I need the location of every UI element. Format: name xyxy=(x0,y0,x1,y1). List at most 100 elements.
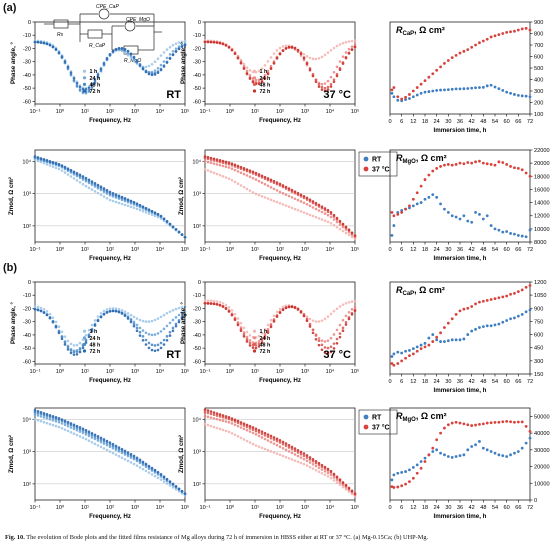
b-phase-rt-point xyxy=(108,310,112,313)
a-zmod-hot-point xyxy=(341,229,345,233)
a-phase-rt-point xyxy=(183,39,187,43)
a-zmod-rt-point xyxy=(54,166,58,170)
b-zmod-hot-point xyxy=(278,453,282,457)
b-zmod-hot-point xyxy=(335,481,339,484)
a-phase-hot-point xyxy=(281,45,285,48)
a-phase-hot-xtick-label: 10⁴ xyxy=(326,108,335,115)
b-phase-hot-point xyxy=(341,329,345,333)
a-rcap-point xyxy=(513,29,516,33)
b-zmod-rt-point xyxy=(105,443,109,447)
a-phase-rt-point xyxy=(156,71,160,75)
b-rmgo-xtick-label: 54 xyxy=(492,505,498,511)
a-zmod-hot-point xyxy=(215,158,219,161)
b-zmod-hot-point xyxy=(314,461,318,465)
b-rmgo-title-sub: MgO xyxy=(403,417,417,423)
b-zmod-hot-point xyxy=(245,439,249,443)
a-rcap-point xyxy=(489,83,493,87)
a-zmod-rt-point xyxy=(48,159,52,163)
b-zmod-hot-point xyxy=(224,415,228,418)
b-phase-hot-point xyxy=(323,346,327,349)
b-rcap-point xyxy=(497,322,501,326)
b-phase-hot-point xyxy=(269,325,273,329)
b-zmod-rt-point xyxy=(81,429,85,432)
a-zmod-rt-point xyxy=(135,207,139,211)
b-phase-rt-point xyxy=(96,315,100,318)
b-zmod-hot-point xyxy=(293,449,297,453)
b-rmgo-ytick-label: 40000 xyxy=(534,431,550,437)
b-zmod-hot-point xyxy=(236,421,240,425)
b-phase-rt-point xyxy=(159,315,163,319)
a-zmod-rt-point xyxy=(36,159,40,163)
a-zmod-rt-point xyxy=(69,175,73,178)
a-zmod-hot-point xyxy=(296,208,300,212)
b-phase-hot-point xyxy=(332,333,336,336)
b-phase-hot-point xyxy=(221,302,225,305)
a-phase-rt-point xyxy=(144,70,148,74)
b-rcap-point xyxy=(404,356,407,360)
a-zmod-hot-point xyxy=(281,192,285,195)
a-rmgo-title-sub: MgO xyxy=(403,159,417,165)
a-phase-hot-point xyxy=(212,40,216,44)
a-phase-hot-point xyxy=(350,48,354,52)
b-zmod-hot-point xyxy=(284,442,288,445)
a-rcap-point xyxy=(408,97,411,100)
panel-label-a: (a) xyxy=(3,2,17,14)
a-zmod-rt-point xyxy=(57,167,61,171)
b-phase-rt-point xyxy=(132,315,136,319)
a-rcap-title: RCaP, Ω cm² xyxy=(396,25,445,37)
a-zmod-hot-point xyxy=(341,225,345,229)
a-phase-hot-point xyxy=(326,51,330,54)
b-rmgo-point xyxy=(489,450,493,453)
a-zmod-rt-point xyxy=(39,157,43,160)
b-phase-rt-point xyxy=(168,310,172,313)
a-zmod-hot-point xyxy=(218,173,222,177)
b-phase-hot-point xyxy=(257,339,261,343)
a-phase-rt-point xyxy=(153,60,157,64)
a-rcap-point xyxy=(408,93,411,96)
b-rmgo-point xyxy=(485,448,489,452)
b-phase-rt-point xyxy=(138,318,142,322)
b-rcap-point xyxy=(450,317,454,321)
b-phase-hot-ytick-label: -50 xyxy=(193,346,201,352)
b-zmod-rt-point xyxy=(156,476,160,480)
b-phase-rt-point xyxy=(96,319,100,323)
b-zmod-rt-xlabel: Frequency, Hz xyxy=(89,513,131,520)
a-phase-hot-point xyxy=(257,82,261,86)
b-rmgo-point xyxy=(423,456,427,460)
b-phase-rt-point xyxy=(129,313,133,317)
b-phase-rt-legend-marker xyxy=(82,336,87,340)
a-zmod-hot-point xyxy=(206,169,210,172)
b-rmgo-point xyxy=(520,420,524,424)
b-zmod-hot-point xyxy=(308,461,312,464)
b-zmod-rt-point xyxy=(36,409,40,413)
a-phase-rt-point xyxy=(75,81,79,85)
b-rcap-point xyxy=(505,319,509,322)
a-phase-hot-point xyxy=(230,48,234,52)
a-phase-rt-point xyxy=(93,78,97,82)
b-zmod-rt-point xyxy=(120,456,124,460)
a-zmod-hot-point xyxy=(218,163,222,167)
a-rmgo-point xyxy=(466,161,470,164)
b-phase-hot-point xyxy=(251,346,255,349)
b-zmod-rt-point xyxy=(123,453,127,456)
a-rcap-point xyxy=(443,62,446,65)
b-zmod-rt-point xyxy=(66,424,70,428)
a-rmgo-ytick-label: 12000 xyxy=(534,214,550,220)
a-rcap-point xyxy=(493,34,497,38)
a-zmod-rt-ytick-label: 10² xyxy=(23,224,31,230)
b-zmod-hot-point xyxy=(272,436,276,439)
a-phase-hot-point xyxy=(215,41,219,44)
a-phase-hot-point xyxy=(236,56,240,60)
a-rmgo-point xyxy=(454,163,458,166)
b-rcap-title: RCaP, Ω cm² xyxy=(396,285,445,297)
a-zmod-hot-point xyxy=(221,159,225,163)
b-zmod-hot-point xyxy=(278,445,282,449)
a-zmod-rt-point xyxy=(147,208,151,211)
a-rcap-point xyxy=(505,90,509,94)
b-zmod-rt-point xyxy=(75,424,79,428)
b-phase-rt-point xyxy=(180,317,184,320)
b-phase-hot-point xyxy=(212,302,216,306)
b-phase-rt-point xyxy=(39,309,43,313)
b-zmod-rt-point xyxy=(99,440,103,444)
